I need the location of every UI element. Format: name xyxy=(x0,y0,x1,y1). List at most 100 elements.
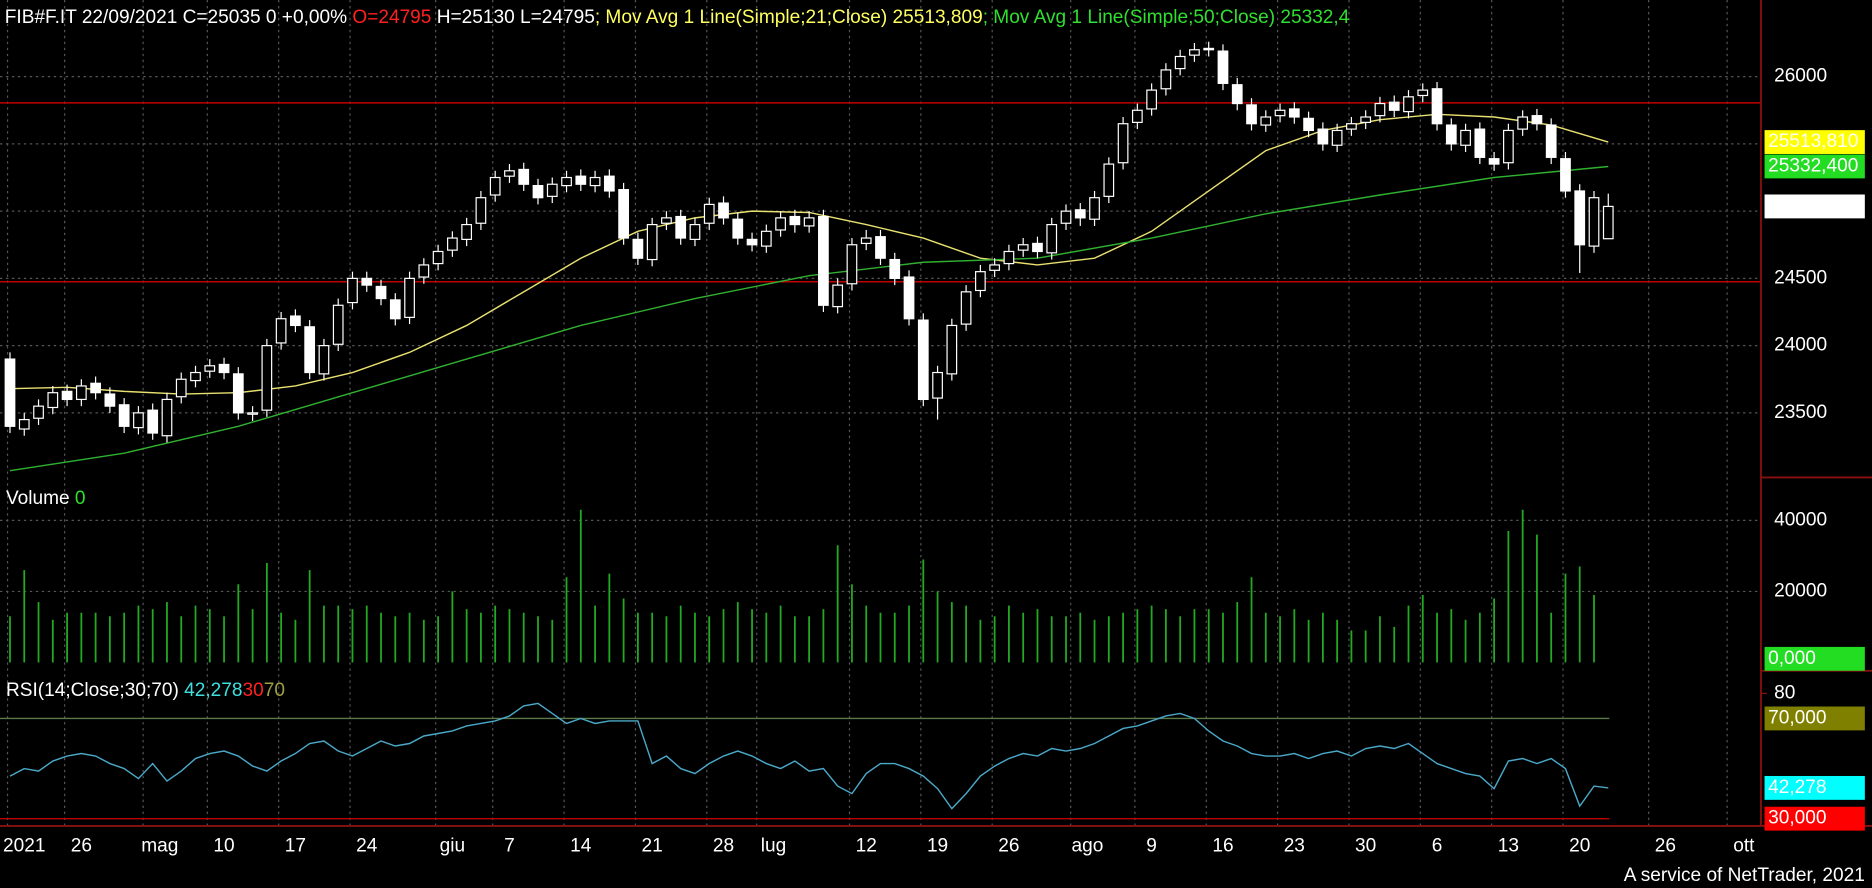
candle-body xyxy=(1574,190,1586,246)
candle-body xyxy=(532,184,544,199)
candle-body xyxy=(618,189,629,239)
candle-body xyxy=(1103,163,1115,197)
candle-body xyxy=(1060,210,1072,224)
candle-body xyxy=(1303,117,1314,132)
value-box xyxy=(1764,130,1865,154)
x-tick-label: ago xyxy=(1071,835,1103,856)
candle-body xyxy=(889,258,901,279)
x-tick-label: 23 xyxy=(1284,835,1305,856)
value-box xyxy=(1764,194,1865,219)
value-box xyxy=(1764,706,1865,731)
candle-body xyxy=(832,284,844,308)
candle-body xyxy=(90,382,101,394)
candle-body xyxy=(589,176,601,187)
candle-body xyxy=(290,315,301,327)
chart-title: FIB#F.IT 22/09/2021 C=25035 0 +0,00% O=2… xyxy=(5,7,1350,28)
value-box-label: 0,000 xyxy=(1768,648,1816,669)
candle-body xyxy=(1089,197,1100,220)
candle-body xyxy=(446,237,458,251)
y-tick-label: 80 xyxy=(1774,682,1795,703)
candle-body xyxy=(261,345,273,411)
candle-body xyxy=(975,271,986,292)
candle-body xyxy=(546,183,558,197)
candle-body xyxy=(632,238,644,259)
candle-body xyxy=(332,304,344,345)
candle-body xyxy=(1531,115,1543,125)
x-tick-label: giu xyxy=(440,835,465,856)
value-box-label: 25035 xyxy=(1768,195,1821,216)
title-part: O=24795 xyxy=(352,7,431,28)
candle-body xyxy=(175,378,187,398)
candle-body xyxy=(1160,69,1172,90)
candle-body xyxy=(718,202,729,219)
candle-body xyxy=(1474,128,1486,158)
candle-body xyxy=(318,345,330,375)
x-tick-label: 21 xyxy=(642,835,663,856)
candle-body xyxy=(1317,128,1329,145)
candle-body xyxy=(304,326,316,374)
candle-body xyxy=(1360,116,1372,123)
candle-body xyxy=(1017,244,1029,251)
candle-body xyxy=(1117,123,1129,164)
candle-body xyxy=(818,215,829,306)
candle-body xyxy=(989,264,1001,271)
panel-title: Volume 0 xyxy=(6,488,86,509)
candle-body xyxy=(1374,102,1386,117)
candle-body xyxy=(232,373,244,414)
candle-body xyxy=(1545,124,1557,158)
value-box xyxy=(1764,775,1865,800)
candle-body xyxy=(61,390,73,401)
candle-body xyxy=(489,176,501,196)
y-tick-label: 24000 xyxy=(1774,335,1827,356)
candle-body xyxy=(1260,116,1272,126)
candle-body xyxy=(1460,129,1471,146)
candle-body xyxy=(1231,84,1243,105)
x-tick-label: 17 xyxy=(285,835,306,856)
panel-value: 30 xyxy=(243,680,264,701)
candle-body xyxy=(1431,88,1443,125)
candle-body xyxy=(33,405,44,419)
x-tick-label: 13 xyxy=(1498,835,1519,856)
x-tick-label: 6 xyxy=(1432,835,1443,856)
candle-body xyxy=(1046,223,1058,254)
panel-last-value: 0 xyxy=(75,488,86,509)
candle-body xyxy=(1403,96,1414,113)
candle-body xyxy=(1503,129,1514,164)
candle-body xyxy=(917,319,929,401)
y-tick-label: 20000 xyxy=(1774,580,1827,601)
x-tick-label: ott xyxy=(1733,835,1755,856)
x-tick-label: lug xyxy=(761,835,786,856)
candle-body xyxy=(4,358,16,427)
candle-body xyxy=(746,238,758,246)
candle-body xyxy=(775,217,786,231)
candle-body xyxy=(846,244,858,285)
candle-body xyxy=(75,385,87,401)
candle-body xyxy=(903,276,915,320)
candle-body xyxy=(575,175,587,185)
candle-body xyxy=(432,250,444,265)
x-tick-label: 10 xyxy=(213,835,234,856)
value-box xyxy=(1764,646,1865,671)
candle-body xyxy=(461,223,473,240)
candle-body xyxy=(1488,158,1500,165)
title-part: ; Mov Avg 1 Line(Simple;21;Close) 25513,… xyxy=(595,7,983,28)
candle-body xyxy=(133,412,144,429)
candle-body xyxy=(1074,209,1086,219)
candle-body xyxy=(561,176,572,187)
candle-body xyxy=(389,299,401,320)
candle-body xyxy=(247,412,258,415)
candle-body xyxy=(703,203,715,224)
x-tick-label: 20 xyxy=(1569,835,1590,856)
x-tick-label: 12 xyxy=(856,835,877,856)
value-box xyxy=(1764,154,1865,179)
candle-body xyxy=(190,371,201,382)
x-tick-label: 16 xyxy=(1212,835,1233,856)
rsi-line xyxy=(9,702,1609,810)
candle-body xyxy=(518,168,530,185)
y-tick-label: 40000 xyxy=(1774,509,1827,530)
value-box xyxy=(1764,806,1865,831)
candle-body xyxy=(1445,124,1457,145)
y-tick-label: 23500 xyxy=(1774,402,1827,423)
footer: A service of NetTrader, 2021 xyxy=(1624,865,1865,886)
